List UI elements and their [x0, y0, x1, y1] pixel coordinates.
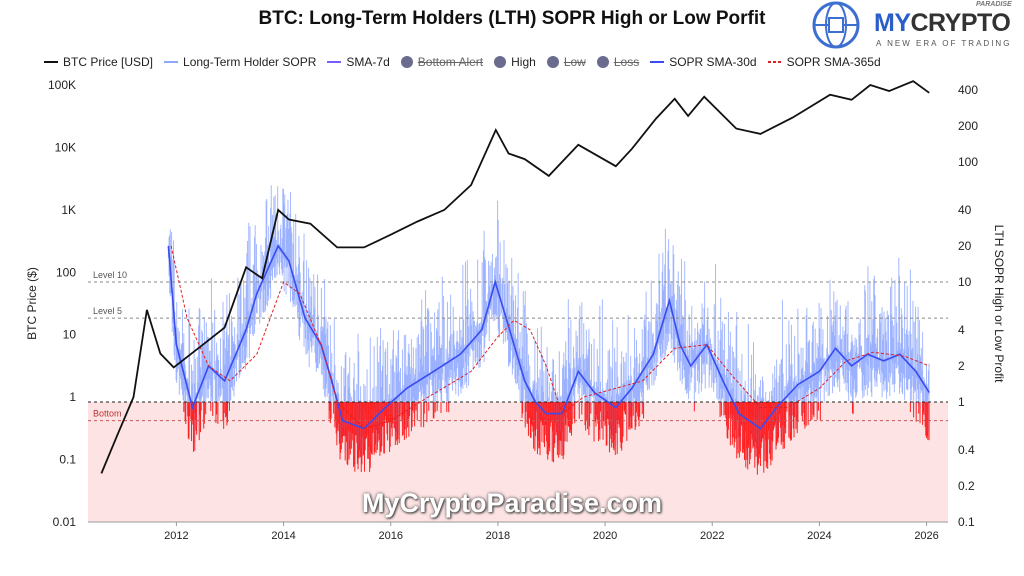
y-left-tick-label: 1 [69, 390, 76, 404]
legend-item[interactable]: Bottom Alert [400, 55, 484, 69]
logo-tagline: A NEW ERA OF TRADING [876, 39, 1012, 48]
reference-line-label: Bottom [93, 409, 122, 419]
y-right-tick-label: 10 [958, 275, 972, 289]
legend-dot-swatch [546, 56, 559, 68]
x-tick-label: 2014 [271, 530, 295, 542]
legend-item[interactable]: High [494, 55, 536, 69]
y-right-tick-label: 1 [958, 395, 965, 409]
legend-label: High [511, 55, 536, 69]
y-left-tick-label: 10K [55, 140, 76, 154]
legend-item[interactable]: SOPR SMA-30d [650, 55, 757, 69]
chart-title: BTC: Long-Term Holders (LTH) SOPR High o… [258, 8, 766, 29]
legend-label: SOPR SMA-365d [786, 55, 881, 69]
x-tick-label: 2012 [164, 530, 188, 542]
reference-line-label: Level 10 [93, 270, 127, 280]
x-tick-label: 2024 [807, 530, 831, 542]
y-right-axis-title: LTH SOPR High or Low Profit [992, 225, 1006, 383]
logo-paradise: PARADISE [976, 1, 1012, 8]
sopr-sma30-line [167, 244, 930, 430]
legend-item[interactable]: Long-Term Holder SOPR [164, 55, 316, 69]
y-right-tick-label: 0.4 [958, 443, 975, 457]
y-right-tick-label: 0.2 [958, 479, 975, 493]
legend-label: SMA-7d [346, 55, 390, 69]
legend-line-swatch [767, 61, 782, 63]
y-left-tick-label: 1K [61, 203, 76, 217]
y-left-tick-label: 100K [48, 78, 76, 92]
logo-my: MY [874, 9, 911, 37]
watermark: MyCryptoParadise.com [361, 488, 663, 518]
y-right-tick-label: 40 [958, 203, 972, 217]
legend-item[interactable]: Low [546, 55, 586, 69]
x-tick-label: 2022 [700, 530, 724, 542]
x-tick-label: 2026 [914, 530, 938, 542]
legend-item[interactable]: Loss [596, 55, 640, 69]
x-tick-label: 2018 [486, 530, 510, 542]
y-right-tick-label: 4 [958, 323, 965, 337]
y-left-tick-label: 100 [56, 265, 76, 279]
legend: BTC Price [USD] Long-Term Holder SOPR SMA-… [44, 55, 881, 69]
y-left-tick-label: 10 [63, 328, 77, 342]
y-right-tick-label: 100 [958, 155, 978, 169]
y-right-tick-label: 400 [958, 83, 978, 97]
legend-dot-swatch [596, 56, 609, 68]
legend-item[interactable]: SMA-7d [327, 55, 390, 69]
legend-label: SOPR SMA-30d [669, 55, 757, 69]
y-right-tick-label: 0.1 [958, 515, 975, 529]
y-right-tick-label: 200 [958, 119, 978, 133]
legend-dot-swatch [494, 56, 507, 68]
y-left-tick-label: 0.01 [53, 515, 77, 529]
legend-line-swatch [327, 61, 342, 63]
legend-item[interactable]: SOPR SMA-365d [767, 55, 881, 69]
y-right-tick-label: 2 [958, 359, 965, 373]
y-right-tick-label: 20 [958, 239, 972, 253]
globe-icon [812, 1, 860, 49]
legend-label: Loss [613, 55, 640, 69]
logo: MYCRYPTO PARADISE A NEW ERA OF TRADING [806, 0, 1021, 50]
reference-line-label: Level 5 [93, 306, 122, 316]
legend-item[interactable]: BTC Price [USD] [44, 55, 153, 69]
x-tick-label: 2016 [378, 530, 402, 542]
legend-line-swatch [650, 61, 665, 63]
logo-crypto: CRYPTO [910, 9, 1011, 37]
x-tick-label: 2020 [593, 530, 617, 542]
legend-line-swatch [44, 61, 58, 63]
y-left-tick-label: 0.1 [59, 453, 76, 467]
legend-label: Bottom Alert [417, 55, 484, 69]
legend-label: Low [563, 55, 586, 69]
legend-line-swatch [164, 61, 179, 63]
legend-label: BTC Price [USD] [63, 55, 154, 69]
y-left-axis-title: BTC Price ($) [25, 267, 39, 340]
legend-dot-swatch [400, 56, 413, 68]
legend-label: Long-Term Holder SOPR [183, 55, 317, 69]
